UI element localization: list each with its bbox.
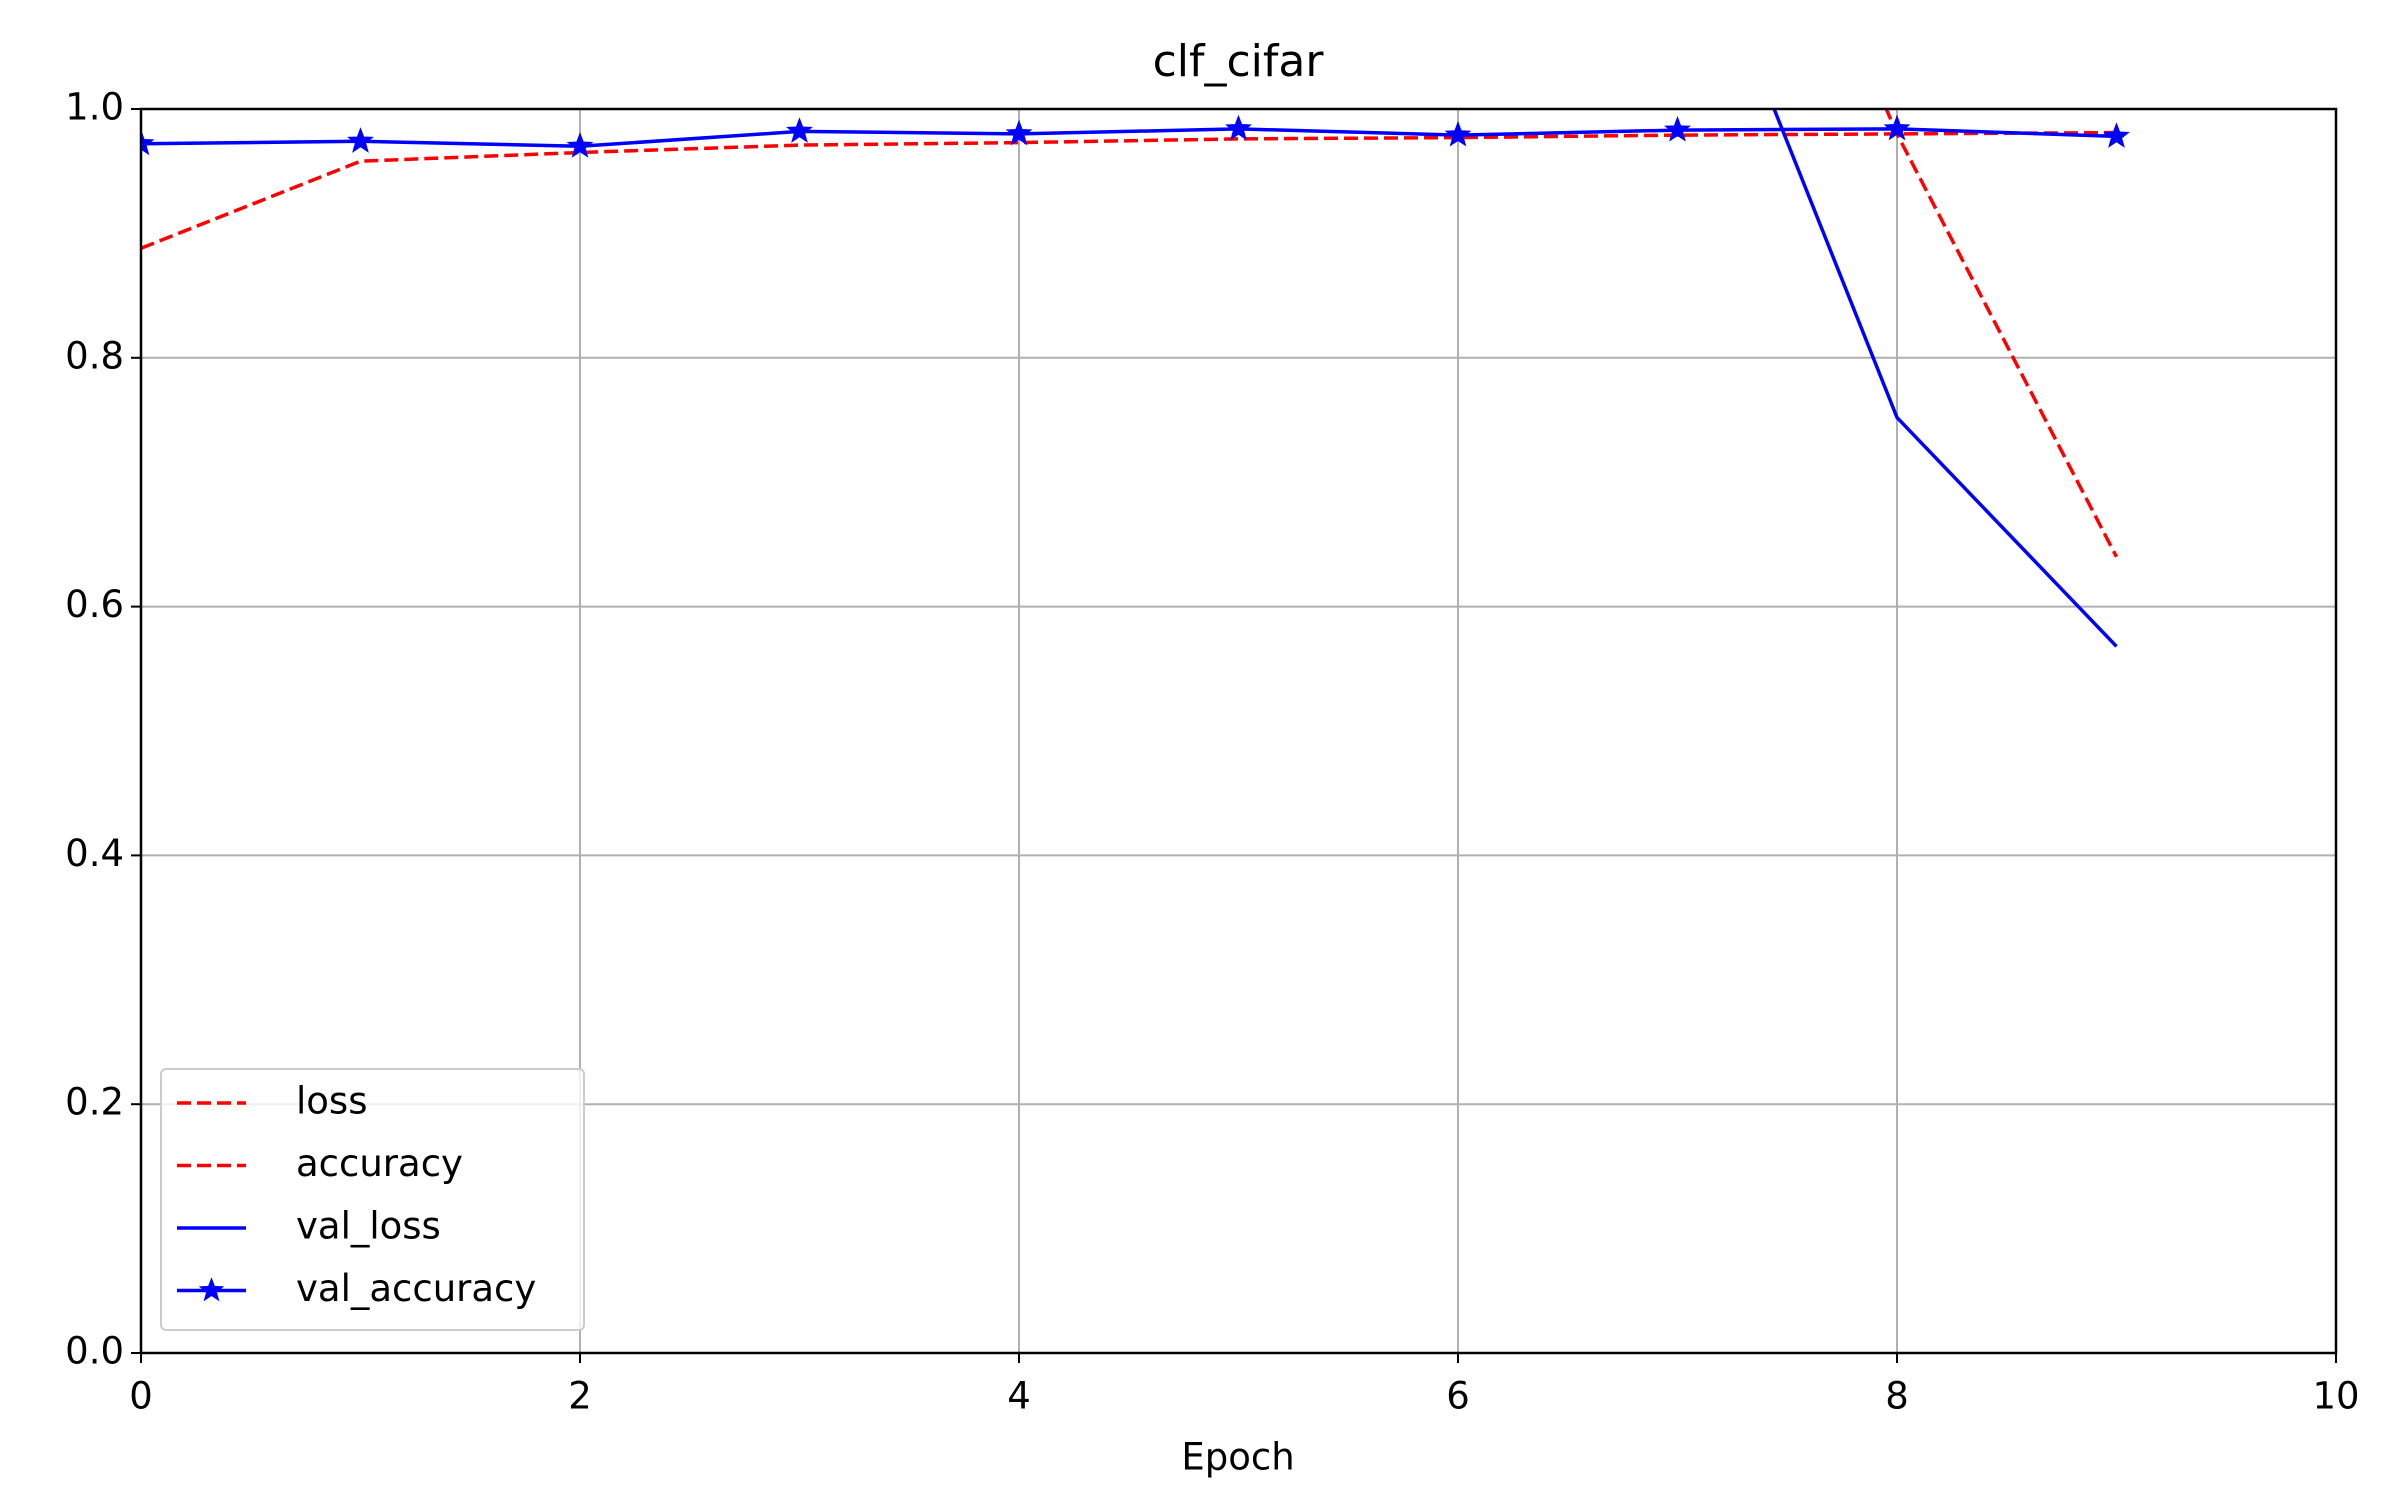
- x-tick-label: 0: [129, 1375, 153, 1418]
- x-tick-label: 10: [2312, 1375, 2359, 1418]
- legend-label: val_accuracy: [296, 1267, 536, 1310]
- legend-label: accuracy: [296, 1142, 463, 1185]
- point-marker: [566, 132, 594, 158]
- y-tick-label: 0.4: [65, 832, 124, 875]
- ticks: 0 2 4 6 8 10 0.0 0.2 0.4 0.6 0.8 1.0: [65, 86, 2359, 1418]
- x-tick-label: 4: [1007, 1375, 1031, 1418]
- chart-title: clf_cifar: [1153, 36, 1325, 87]
- point-marker: [1444, 120, 1472, 147]
- x-tick-label: 2: [568, 1375, 592, 1418]
- plot-frame: [139, 107, 2338, 1355]
- series-line: [1772, 109, 2118, 648]
- point-marker: [786, 117, 813, 143]
- legend-label: loss: [296, 1080, 367, 1123]
- point-marker: [141, 129, 155, 156]
- series-line: [141, 130, 2117, 250]
- series-line: [141, 127, 2117, 149]
- y-tick-label: 1.0: [65, 86, 124, 129]
- series-line: [1884, 109, 2119, 558]
- point-marker: [1005, 119, 1033, 146]
- point-marker: [347, 127, 374, 153]
- point-marker: [1883, 114, 1911, 141]
- y-tick-label: 0.0: [65, 1330, 124, 1373]
- legend: loss accuracy val_loss val_accuracy: [160, 1068, 585, 1331]
- x-tick-label: 6: [1446, 1375, 1470, 1418]
- point-marker: [1225, 114, 1252, 141]
- x-tick-label: 8: [1885, 1375, 1909, 1418]
- legend-label: val_loss: [296, 1205, 441, 1248]
- x-axis-label: Epoch: [1181, 1436, 1294, 1479]
- point-marker: [1664, 115, 1691, 142]
- legend-box: [160, 1068, 585, 1331]
- legend-marker: [198, 1277, 225, 1302]
- plot-lines: [141, 109, 2130, 648]
- point-marker: [2103, 122, 2130, 148]
- y-tick-label: 0.6: [65, 583, 124, 626]
- y-tick-label: 0.8: [65, 334, 124, 377]
- y-tick-label: 0.2: [65, 1081, 124, 1124]
